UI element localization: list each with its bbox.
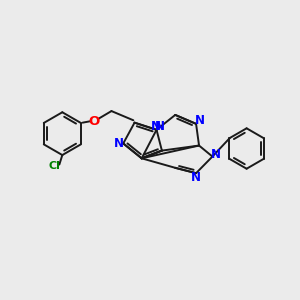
Text: N: N bbox=[151, 120, 161, 133]
Text: N: N bbox=[195, 114, 205, 128]
Text: O: O bbox=[88, 115, 100, 128]
Text: N: N bbox=[114, 137, 124, 150]
Text: Cl: Cl bbox=[49, 161, 61, 171]
Text: N: N bbox=[191, 171, 201, 184]
Text: N: N bbox=[154, 120, 164, 133]
Text: N: N bbox=[211, 148, 221, 161]
